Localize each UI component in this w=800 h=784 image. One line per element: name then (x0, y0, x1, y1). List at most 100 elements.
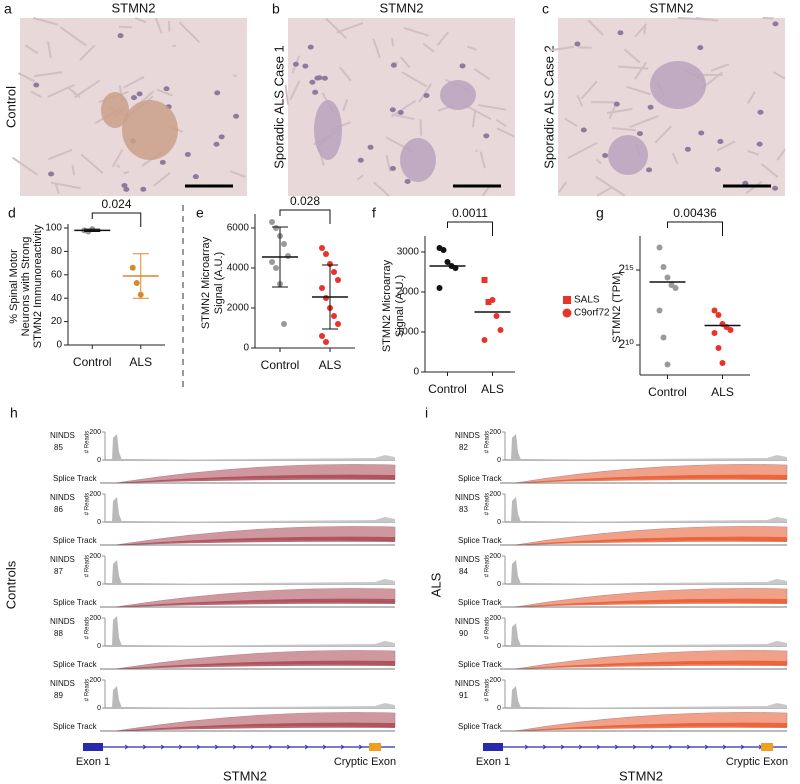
fiber (747, 91, 756, 104)
fiber (156, 88, 173, 97)
coverage-noise (525, 641, 787, 646)
strand-arrow (340, 744, 345, 750)
splice-arc-inner (116, 536, 395, 545)
splice-label: Splice Track (53, 536, 98, 545)
fiber (558, 181, 568, 193)
panel-title: STMN2 (111, 0, 155, 15)
fiber (466, 45, 477, 51)
sample-name: NINDS (50, 679, 75, 688)
panel-title: STMN2 (649, 0, 693, 15)
splice-label: Splice Track (458, 598, 503, 607)
strand-arrow (196, 744, 201, 750)
splice-arc-inner (116, 598, 395, 607)
nucleus (646, 167, 653, 173)
splice-label: Splice Track (53, 722, 98, 731)
reads-tick-label: 200 (89, 615, 101, 622)
reads-tick-label: 200 (489, 677, 501, 684)
sample-id: 85 (54, 443, 63, 452)
fiber (623, 48, 641, 64)
splice-arc-inner (116, 660, 395, 669)
nucleus (307, 44, 314, 50)
fiber (629, 114, 659, 129)
nucleus (312, 89, 319, 95)
strand-arrow (542, 744, 547, 750)
fiber (11, 156, 39, 176)
point (319, 245, 325, 251)
nucleus (123, 186, 130, 192)
y-tick-label: 4000 (227, 263, 250, 274)
strand-arrow (214, 744, 219, 750)
coverage-noise (525, 703, 787, 708)
nucleus (757, 109, 764, 115)
significance-bracket (447, 221, 493, 236)
y-tick-label: 1000 (397, 327, 420, 338)
coverage-peak (511, 686, 521, 708)
nucleus (163, 86, 170, 92)
x-tick-label: Control (648, 385, 687, 399)
fiber (74, 79, 101, 99)
legend-label: SALS (574, 295, 600, 306)
point (331, 313, 337, 319)
legend-label: C9orf72 (574, 308, 610, 319)
group-label: ALS (428, 572, 443, 597)
sample-id: 88 (54, 629, 63, 638)
panel-label: Control (3, 86, 18, 128)
fiber (134, 17, 147, 24)
fiber (496, 127, 515, 138)
point (715, 345, 722, 352)
nucleus (389, 165, 396, 171)
point (660, 334, 667, 341)
neuron (101, 92, 129, 128)
point (285, 253, 291, 259)
reads-tick-label: 200 (89, 553, 101, 560)
fiber (46, 41, 52, 59)
fiber (32, 17, 59, 26)
fiber (391, 113, 415, 120)
point (331, 269, 337, 275)
fiber (580, 80, 598, 100)
point (440, 247, 447, 253)
panel-letter: f (372, 205, 376, 221)
reads-tick-label: 200 (489, 615, 501, 622)
legend-marker (562, 308, 572, 318)
coverage-noise (525, 579, 787, 584)
y-tick-label: 6000 (227, 223, 250, 234)
fiber (671, 152, 679, 165)
reads-tick-label: 200 (489, 491, 501, 498)
coverage-noise (126, 703, 395, 708)
point (273, 265, 279, 271)
fiber (474, 149, 478, 153)
fiber (606, 107, 633, 114)
x-tick-label: Control (73, 355, 112, 369)
p-value: 0.00436 (673, 206, 717, 220)
fiber (626, 85, 652, 96)
neuron (314, 100, 342, 160)
y-tick-label: 100 (45, 223, 62, 234)
reads-tick-label: 0 (497, 643, 501, 650)
nucleus (184, 151, 191, 157)
nucleus (367, 144, 374, 150)
cryptic-exon (369, 743, 381, 751)
nucleus (357, 157, 364, 163)
splice-arc-inner (515, 598, 787, 607)
micrograph (11, 17, 247, 196)
nucleus (574, 41, 581, 47)
fiber (587, 19, 604, 36)
fiber (596, 186, 614, 197)
fiber (284, 84, 290, 105)
y-tick-label: 0 (56, 340, 62, 351)
fiber (776, 148, 786, 161)
reads-label: # Reads (485, 431, 491, 453)
point (281, 321, 287, 327)
fiber (564, 117, 578, 127)
strand-arrow (650, 744, 655, 750)
fiber (122, 75, 145, 89)
strand-arrow (578, 744, 583, 750)
sample-id: 86 (54, 505, 63, 514)
nucleus (698, 130, 705, 136)
reads-label: # Reads (485, 493, 491, 515)
strand-arrow (722, 744, 727, 750)
fiber (71, 164, 76, 176)
reads-tick-label: 0 (97, 705, 101, 712)
